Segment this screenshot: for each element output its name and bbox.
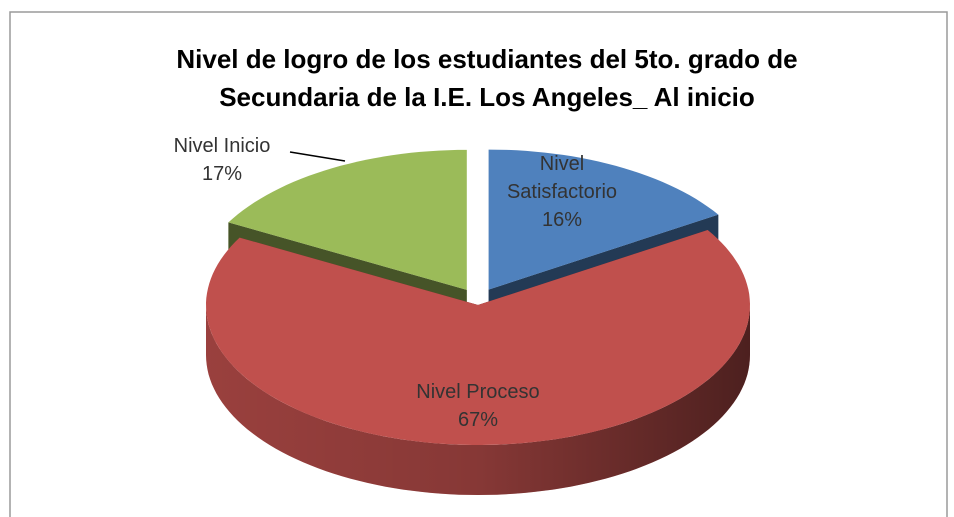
slice: [488, 149, 719, 290]
frame: [9, 11, 948, 517]
slice: [206, 230, 750, 445]
chart-title: Nivel de logro de los estudiantes del 5t…: [176, 44, 798, 112]
data-label: Nivel Proceso 67%: [378, 378, 578, 434]
leader-line: [289, 151, 346, 162]
category-label: Nivel Proceso: [416, 381, 540, 403]
category-label: Nivel Inicio: [173, 135, 271, 157]
slice-wall-shade: [206, 305, 750, 495]
category-label: Nivel Satisfactorio: [506, 153, 618, 203]
value-label: 17%: [201, 163, 243, 185]
pie: [206, 149, 750, 495]
value-label: 16%: [541, 209, 583, 231]
value-label: 67%: [457, 409, 499, 431]
slice: [228, 149, 467, 290]
data-label: Nivel Satisfactorio 16%: [492, 150, 632, 234]
data-label: Nivel Inicio 17%: [142, 132, 302, 188]
